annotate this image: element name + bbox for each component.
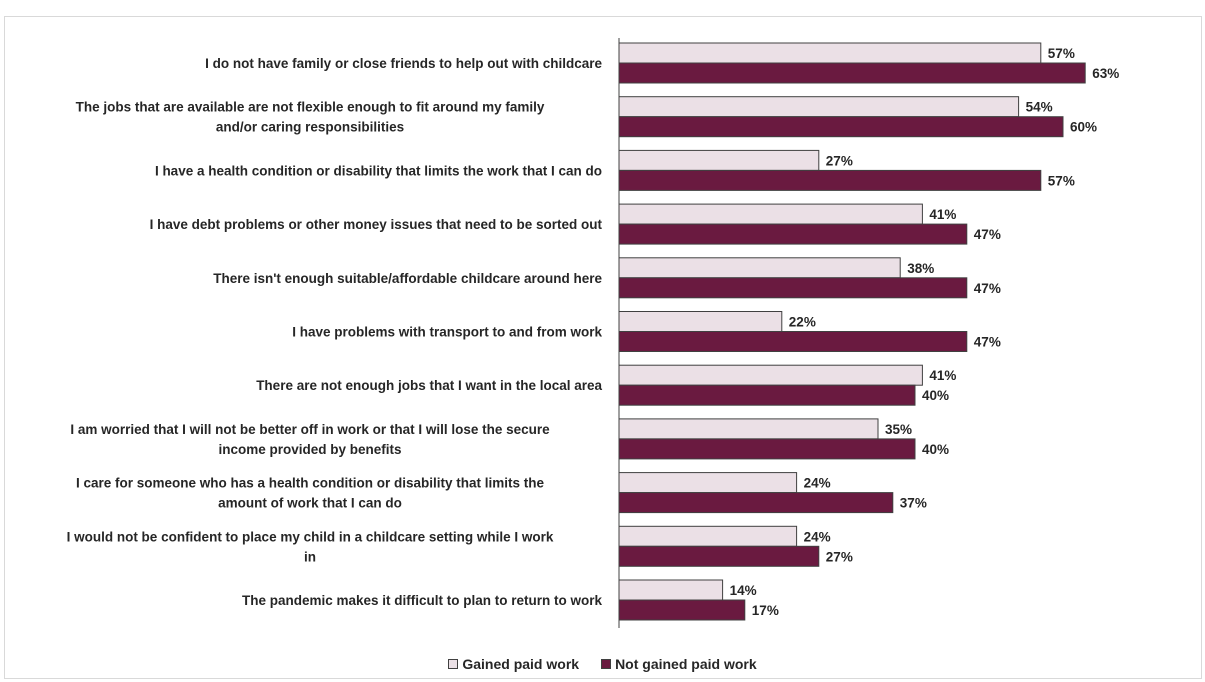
legend-label-not-gained: Not gained paid work <box>615 656 757 672</box>
category-label: There are not enough jobs that I want in… <box>256 378 602 393</box>
legend-label-gained: Gained paid work <box>462 656 580 672</box>
bar-not-gained <box>618 492 894 514</box>
category-label: and/or caring responsibilities <box>216 120 404 135</box>
data-label: 24% <box>804 476 831 491</box>
category-label: I care for someone who has a health cond… <box>76 476 545 491</box>
bar-not-gained <box>618 116 1064 138</box>
data-label: 38% <box>907 261 934 276</box>
legend-swatch-not-gained <box>601 659 612 669</box>
data-label: 54% <box>1026 100 1053 115</box>
category-label: The jobs that are available are not flex… <box>76 100 545 115</box>
bar-not-gained <box>618 277 968 299</box>
category-label: in <box>304 549 316 564</box>
category-label: I do not have family or close friends to… <box>205 56 602 71</box>
data-label: 22% <box>789 315 816 330</box>
data-label: 57% <box>1048 46 1075 61</box>
category-label: amount of work that I can do <box>218 496 402 511</box>
category-label: income provided by benefits <box>218 442 401 457</box>
data-label: 63% <box>1092 66 1119 81</box>
data-label: 60% <box>1070 120 1097 135</box>
category-label: I would not be confident to place my chi… <box>67 529 554 544</box>
bar-gained <box>618 96 1020 118</box>
data-label: 14% <box>730 583 757 598</box>
bar-not-gained <box>618 169 1042 191</box>
category-label: I have debt problems or other money issu… <box>150 217 603 232</box>
data-label: 41% <box>929 368 956 383</box>
data-label: 35% <box>885 422 912 437</box>
bar-gained <box>618 257 901 279</box>
data-label: 27% <box>826 153 853 168</box>
bar-gained <box>618 42 1042 64</box>
category-label: I have a health condition or disability … <box>155 163 602 178</box>
bar-gained <box>618 203 923 225</box>
category-label: The pandemic makes it difficult to plan … <box>242 593 603 608</box>
legend: Gained paid work Not gained paid work <box>0 653 1205 675</box>
data-label: 37% <box>900 496 927 511</box>
bar-gained <box>618 525 798 547</box>
bar-not-gained <box>618 62 1086 84</box>
bar-not-gained <box>618 331 968 352</box>
bar-not-gained <box>618 384 916 406</box>
legend-item-not-gained: Not gained paid work <box>601 656 757 672</box>
data-label: 57% <box>1048 173 1075 188</box>
data-label: 27% <box>826 549 853 564</box>
bar-gained <box>618 311 783 332</box>
data-label: 17% <box>752 603 779 618</box>
bar-not-gained <box>618 438 916 460</box>
data-label: 40% <box>922 388 949 403</box>
bar-gained <box>618 418 879 440</box>
bar-not-gained <box>618 545 820 567</box>
category-label: I am worried that I will not be better o… <box>70 422 550 437</box>
legend-item-gained: Gained paid work <box>448 656 579 672</box>
chart-frame <box>4 16 1202 679</box>
bar-not-gained <box>618 223 968 245</box>
data-label: 47% <box>974 281 1001 296</box>
data-label: 24% <box>804 529 831 544</box>
bar-not-gained <box>618 599 746 621</box>
category-label: There isn't enough suitable/affordable c… <box>213 271 602 286</box>
data-label: 47% <box>974 335 1001 350</box>
bar-gained <box>618 149 820 171</box>
data-label: 47% <box>974 227 1001 242</box>
data-label: 41% <box>929 207 956 222</box>
data-label: 40% <box>922 442 949 457</box>
bar-gained <box>618 472 798 494</box>
bar-gained <box>618 579 724 601</box>
bar-gained <box>618 364 923 386</box>
legend-swatch-gained <box>448 659 459 669</box>
category-label: I have problems with transport to and fr… <box>292 325 602 340</box>
